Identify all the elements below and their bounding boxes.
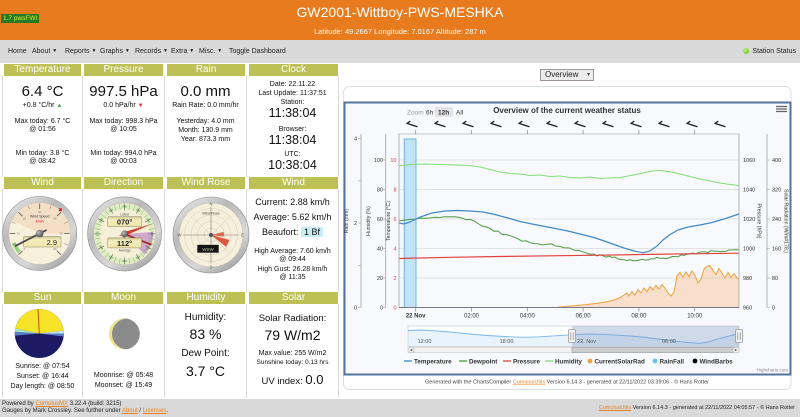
- svg-text:20: 20: [377, 276, 383, 282]
- svg-text:N: N: [209, 202, 212, 207]
- svg-text:50: 50: [60, 232, 64, 236]
- svg-text:2: 2: [354, 221, 357, 227]
- svg-text:04:00: 04:00: [520, 314, 536, 320]
- svg-text:320: 320: [772, 188, 781, 194]
- svg-text:02:00: 02:00: [464, 314, 480, 320]
- svg-text:60: 60: [377, 217, 383, 223]
- svg-text:1040: 1040: [743, 188, 755, 194]
- svg-text:330: 330: [108, 207, 114, 213]
- svg-text:km/h: km/h: [36, 219, 44, 223]
- svg-text:Generated with the ChartsCompi: Generated with the ChartsCompiler Cumulu…: [425, 379, 709, 386]
- svg-text:070°: 070°: [117, 218, 133, 227]
- svg-text:8: 8: [393, 188, 396, 194]
- svg-text:300: 300: [98, 217, 104, 223]
- svg-text:S: S: [210, 265, 213, 270]
- svg-text:1020: 1020: [743, 217, 755, 223]
- svg-text:08:00: 08:00: [631, 314, 647, 320]
- svg-text:Latest: Latest: [120, 213, 129, 217]
- svg-text:Average: Average: [119, 249, 131, 253]
- svg-text:270: 270: [95, 231, 99, 236]
- svg-text:18:00: 18:00: [500, 339, 514, 345]
- svg-text:960: 960: [743, 306, 752, 312]
- svg-text:10: 10: [390, 158, 396, 164]
- svg-text:WindBarbs: WindBarbs: [700, 358, 734, 365]
- svg-text:40: 40: [377, 247, 383, 253]
- svg-text:Wind Speed: Wind Speed: [30, 215, 50, 219]
- svg-text:60: 60: [53, 247, 57, 251]
- svg-text:0: 0: [354, 306, 357, 312]
- svg-text:120: 120: [145, 245, 151, 251]
- svg-text:240: 240: [98, 244, 104, 250]
- svg-text:06:00: 06:00: [576, 314, 592, 320]
- svg-text:E: E: [241, 233, 244, 238]
- svg-text:4: 4: [354, 137, 357, 143]
- svg-text:80: 80: [772, 276, 778, 282]
- svg-text:400: 400: [772, 158, 781, 164]
- svg-text:2.9: 2.9: [47, 238, 57, 247]
- svg-text:06:00: 06:00: [662, 339, 676, 345]
- svg-text:Pressure: Pressure: [513, 358, 540, 365]
- svg-text:W: W: [178, 233, 182, 238]
- svg-text:Wind Rose: Wind Rose: [202, 212, 220, 216]
- svg-text:0: 0: [393, 306, 396, 312]
- svg-text:Pressure (hPa): Pressure (hPa): [756, 204, 762, 239]
- svg-text:12h: 12h: [438, 110, 449, 117]
- svg-text:Rain (mm): Rain (mm): [344, 209, 350, 233]
- svg-text:CurrentSolarRad: CurrentSolarRad: [595, 358, 646, 365]
- svg-text:22. Nov: 22. Nov: [577, 339, 596, 345]
- svg-text:12:00: 12:00: [418, 339, 432, 345]
- svg-text:WSW: WSW: [202, 247, 214, 252]
- svg-text:150: 150: [135, 255, 141, 261]
- svg-text:40: 40: [53, 217, 57, 221]
- svg-text:160: 160: [772, 247, 781, 253]
- svg-text:All: All: [456, 110, 464, 117]
- svg-text:090: 090: [150, 232, 154, 237]
- svg-text:Temperature (°C): Temperature (°C): [386, 201, 392, 241]
- svg-text:100: 100: [374, 158, 383, 164]
- svg-text:0: 0: [24, 247, 26, 251]
- svg-text:Humidity (%): Humidity (%): [366, 206, 372, 236]
- svg-text:240: 240: [772, 217, 781, 223]
- svg-text:6: 6: [393, 217, 396, 223]
- svg-text:10: 10: [17, 232, 21, 236]
- svg-text:Highcharts.com: Highcharts.com: [757, 368, 789, 373]
- svg-text:Humidity: Humidity: [555, 358, 582, 365]
- svg-text:112°: 112°: [117, 239, 132, 248]
- svg-text:Temperature: Temperature: [414, 358, 452, 365]
- svg-text:2: 2: [393, 276, 396, 282]
- svg-text:030: 030: [135, 207, 141, 213]
- svg-text:30: 30: [38, 210, 42, 214]
- svg-text:0: 0: [772, 306, 775, 312]
- svg-text:RainFall: RainFall: [660, 358, 685, 365]
- svg-text:6h: 6h: [426, 110, 434, 117]
- svg-text:1060: 1060: [743, 158, 755, 164]
- svg-text:10:00: 10:00: [687, 314, 703, 320]
- svg-text:060: 060: [145, 217, 151, 223]
- svg-text:0: 0: [380, 306, 383, 312]
- svg-text:4: 4: [393, 247, 396, 253]
- svg-text:22 Nov: 22 Nov: [406, 314, 426, 320]
- svg-text:000: 000: [122, 205, 127, 209]
- svg-text:210: 210: [108, 254, 114, 260]
- svg-text:Solar Radiation (W/mSolar Radi: Solar Radiation (W/mSolar Radiation (W/m…: [783, 189, 789, 253]
- svg-text:Dewpoint: Dewpoint: [469, 358, 498, 365]
- svg-text:80: 80: [377, 188, 383, 194]
- svg-text:1000: 1000: [743, 247, 755, 253]
- svg-text:180: 180: [122, 259, 127, 263]
- svg-text:20: 20: [23, 217, 27, 221]
- svg-text:Zoom: Zoom: [407, 110, 424, 117]
- svg-text:980: 980: [743, 276, 752, 282]
- svg-text:Overview of the current weathe: Overview of the current weather status: [493, 106, 641, 115]
